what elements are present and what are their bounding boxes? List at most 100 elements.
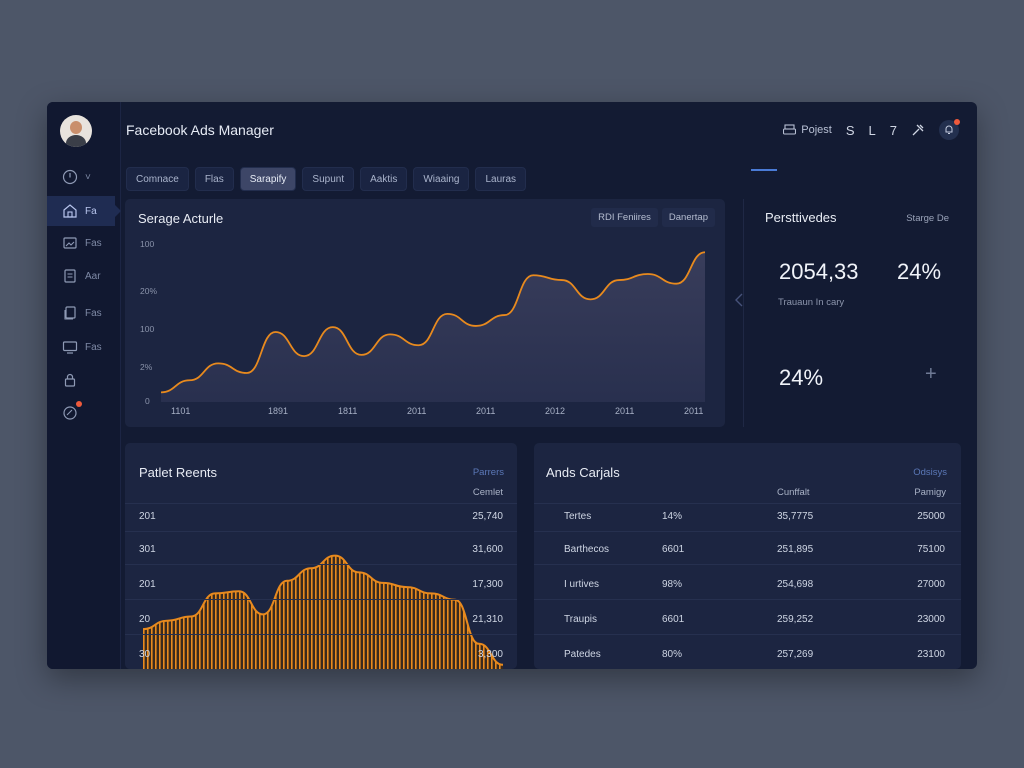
table-row-total: 27000 xyxy=(917,579,945,590)
tab-aaktis[interactable]: Aaktis xyxy=(360,167,408,191)
danertap-button[interactable]: Danertap xyxy=(661,208,715,227)
table-row-total: 23000 xyxy=(917,614,945,625)
tab-supunt[interactable]: Supunt xyxy=(302,167,355,191)
tab-comnace[interactable]: Comnace xyxy=(126,167,189,191)
notifications-button[interactable] xyxy=(939,119,960,140)
sidebar-item-7[interactable] xyxy=(47,398,115,428)
sidebar-item-6[interactable] xyxy=(47,365,115,395)
bell-icon xyxy=(945,125,953,134)
x-tick-label: 2012 xyxy=(545,406,566,416)
table-row-pct: 98% xyxy=(662,579,683,590)
chart-title: Serage Acturle xyxy=(138,211,224,226)
chevron-down-icon: ˅ xyxy=(85,171,91,183)
y-tick-label: 2% xyxy=(140,362,153,372)
mini-chart-area-fill xyxy=(143,555,503,669)
sidebar-item-4[interactable]: Fas xyxy=(47,298,115,328)
table-row-label: 201 xyxy=(139,511,156,522)
column-header: Cunffalt xyxy=(777,487,810,498)
tools-icon[interactable] xyxy=(911,123,925,137)
sidebar-item-label: Fa xyxy=(85,205,97,217)
table-row-name: Tertes xyxy=(564,511,592,522)
card-title: Patlet Reents xyxy=(139,465,218,480)
chart-area-fill xyxy=(161,252,705,402)
table-row-val: 35,7775 xyxy=(777,511,814,522)
x-tick-label: 2011 xyxy=(615,406,635,416)
tab-lauras[interactable]: Lauras xyxy=(475,167,527,191)
table-row-total: 23100 xyxy=(917,649,945,660)
table-row-val: 251,895 xyxy=(777,544,814,555)
x-tick-label: 2011 xyxy=(684,406,704,416)
column-header: Pamigy xyxy=(914,487,946,498)
chevron-left-icon[interactable] xyxy=(735,293,743,307)
table-row-total: 25000 xyxy=(917,511,945,522)
stat-caption: Trauaun In cary xyxy=(778,297,845,308)
table-row-pct: 80% xyxy=(662,649,683,660)
stats-link[interactable]: Starge De xyxy=(906,213,949,224)
toolbar-l-icon[interactable]: L xyxy=(868,122,876,138)
table-row-val: 259,252 xyxy=(777,614,814,625)
printer-icon xyxy=(783,124,797,135)
sidebar-item-2[interactable]: Fas xyxy=(47,228,115,258)
table-row-value: 21,310 xyxy=(472,614,503,625)
app-title: Facebook Ads Manager xyxy=(126,122,274,138)
main-area-chart xyxy=(160,251,706,402)
files-icon xyxy=(64,306,76,320)
stats-title: Persttivedes xyxy=(765,210,837,225)
table-row-pct: 6601 xyxy=(662,614,685,625)
ands-carjals-card: Ands Carjals Odsisys Cunffalt Pamigy Ter… xyxy=(534,443,961,669)
x-tick-label: 2011 xyxy=(407,406,427,416)
x-tick-label: 1811 xyxy=(338,406,358,416)
x-tick-label: 2011 xyxy=(476,406,496,416)
card-title: Ands Carjals xyxy=(546,465,620,480)
project-button[interactable]: Pojest xyxy=(783,124,832,136)
add-icon[interactable]: + xyxy=(925,363,937,385)
card-link[interactable]: Parrers xyxy=(472,467,504,478)
building-icon xyxy=(63,204,77,218)
patlet-reents-card: Patlet Reents Parrers Cemlet 201 25,740 … xyxy=(125,443,517,669)
y-tick-label: 20% xyxy=(140,286,158,296)
table-row-name: Patedes xyxy=(564,649,601,660)
tab-indicator xyxy=(751,169,777,171)
tab-flas[interactable]: Flas xyxy=(194,167,234,191)
app-window: ˅ Fa Fas Aar Fas Fas Faceb xyxy=(47,102,977,669)
table-row-value: 17,300 xyxy=(472,579,503,590)
project-label: Pojest xyxy=(801,124,832,136)
table-row-name: Barthecos xyxy=(564,544,610,555)
tab-bar: Comnace Flas Sarapify Supunt Aaktis Wiaa… xyxy=(126,167,527,191)
table-row-total: 75100 xyxy=(917,544,945,555)
table-row-val: 254,698 xyxy=(777,579,814,590)
table-row-pct: 14% xyxy=(662,511,683,522)
table-row-label: 301 xyxy=(139,544,156,555)
sidebar-item-label: Fas xyxy=(85,237,102,249)
notification-dot xyxy=(76,401,82,407)
sidebar-item-5[interactable]: Fas xyxy=(47,332,115,362)
sidebar-item-1[interactable]: Fa xyxy=(47,196,121,226)
globe-icon xyxy=(63,406,77,420)
monitor-icon xyxy=(62,341,78,354)
avatar[interactable] xyxy=(60,115,92,147)
sidebar-item-label: Fas xyxy=(85,307,102,319)
sidebar-item-3[interactable]: Aar xyxy=(47,261,115,291)
notification-dot xyxy=(954,119,960,125)
tab-sarapify[interactable]: Sarapify xyxy=(239,167,297,191)
table-row-val: 257,269 xyxy=(777,649,814,660)
table-row-pct: 6601 xyxy=(662,544,685,555)
stat-value-primary: 2054,33 xyxy=(779,259,859,284)
mini-chart-series-line xyxy=(143,554,503,666)
rdi-features-button[interactable]: RDI Feniires xyxy=(591,208,658,227)
table-row-name: Traupis xyxy=(564,614,597,625)
tab-wiaaing[interactable]: Wiaaing xyxy=(413,167,470,191)
image-icon xyxy=(63,237,77,249)
column-header: Cemlet xyxy=(472,487,503,498)
toolbar-s-icon[interactable]: S xyxy=(845,122,855,138)
table-row-value: 31,600 xyxy=(472,544,503,555)
sidebar-item-history[interactable]: ˅ xyxy=(47,162,115,192)
sidebar: ˅ Fa Fas Aar Fas Fas xyxy=(47,102,121,669)
table-row-name: I urtives xyxy=(564,579,600,590)
card-link[interactable]: Odsisys xyxy=(913,467,947,478)
document-icon xyxy=(64,269,76,283)
toolbar-7-icon[interactable]: 7 xyxy=(889,122,897,138)
lock-icon xyxy=(64,373,76,387)
table-row-value: 3,300 xyxy=(477,649,503,660)
x-tick-label: 1101 xyxy=(171,406,191,416)
